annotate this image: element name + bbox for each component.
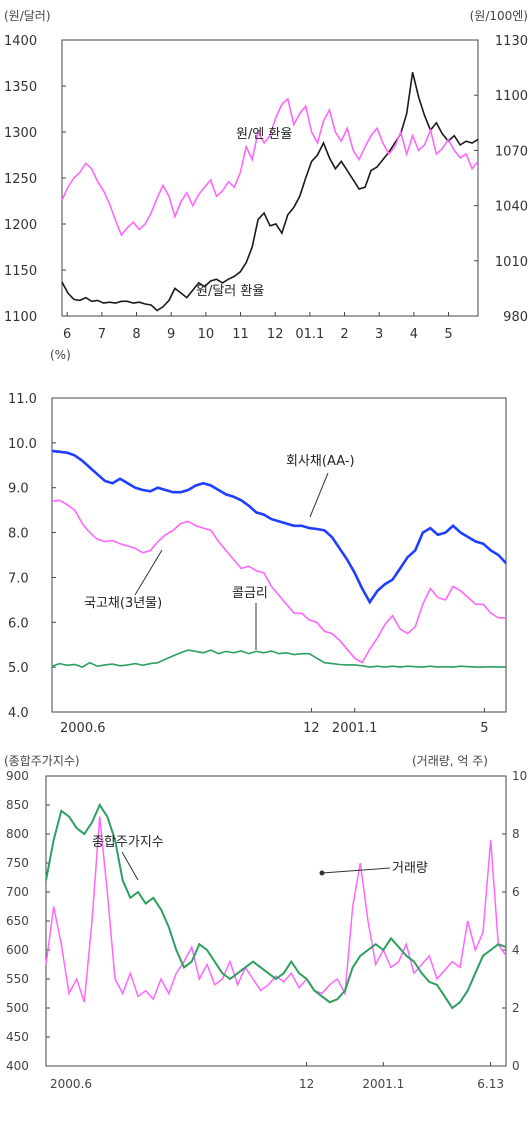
- annotation-leader-line: [309, 472, 329, 518]
- left-axis-unit: (종합주가지수): [4, 754, 80, 768]
- x-tick-label: 8: [132, 327, 140, 342]
- x-tick-label: 3: [375, 327, 383, 342]
- left-tick-label: 1150: [4, 264, 37, 279]
- left-tick-label: 700: [6, 885, 29, 899]
- chart-exchange-rates: (원/달러) (원/100엔) 1400 1350 1300 1250 1200 1150 11…: [4, 9, 528, 342]
- left-tick-label: 1350: [4, 80, 37, 95]
- right-tick-label: 1100: [495, 89, 528, 104]
- right-tick-label: 1130: [495, 34, 528, 49]
- series-line-treasury-bond: [51, 499, 506, 664]
- y-tick-label: 5.0: [8, 661, 29, 676]
- chart-stock-index-volume: (종합주가지수) (거래량, 억 주) 900 850 800 750 700 650 600 5…: [4, 754, 527, 1091]
- x-tick-label: 12: [303, 721, 320, 736]
- annotation-krw-jpy: 원/엔 환율: [236, 127, 292, 142]
- left-tick-label: 900: [6, 769, 29, 783]
- x-tick-label: 12: [299, 1077, 314, 1091]
- x-tick-label: 2001.1: [362, 1077, 404, 1091]
- left-tick-label: 450: [6, 1030, 29, 1044]
- left-tick-label: 400: [6, 1059, 29, 1073]
- y-tick-label: 7.0: [8, 571, 29, 586]
- right-tick-label: 1040: [495, 200, 528, 215]
- x-tick-label: 2000.6: [60, 721, 106, 736]
- x-tick-label: 7: [98, 327, 106, 342]
- annotation-krw-usd: 원/달러 환율: [196, 284, 264, 299]
- annotation-kospi: 종합주가지수: [92, 835, 164, 850]
- x-tick-label: 5: [444, 327, 452, 342]
- series-line-kospi: [45, 802, 507, 1010]
- y-tick-label: 8.0: [8, 527, 29, 542]
- y-tick-label: 6.0: [8, 616, 29, 631]
- left-tick-label: 1200: [4, 218, 37, 233]
- left-tick-label: 500: [6, 1001, 29, 1015]
- plot-frame: [45, 775, 507, 1067]
- y-axis-unit: (%): [50, 348, 71, 362]
- right-tick-label: 1070: [495, 144, 528, 159]
- annotation-call-rate: 콜금리: [232, 586, 268, 601]
- annotation-leader-line: [321, 867, 391, 874]
- x-tick-label: 12: [267, 327, 284, 342]
- left-tick-label: 650: [6, 914, 29, 928]
- right-axis-unit: (거래량, 억 주): [412, 754, 488, 768]
- y-tick-label: 4.0: [8, 706, 29, 721]
- annotation-corporate-bond: 회사채(AA-): [286, 454, 355, 469]
- right-tick-label: 2: [512, 1001, 520, 1015]
- left-tick-label: 1250: [4, 172, 37, 187]
- x-tick-label: 5: [480, 721, 488, 736]
- x-tick-label: 2000.6: [50, 1077, 92, 1091]
- annotation-treasury-bond: 국고채(3년물): [84, 596, 162, 611]
- left-axis-unit: (원/달러): [4, 9, 51, 23]
- left-tick-label: 850: [6, 798, 29, 812]
- annotation-marker: [319, 870, 325, 876]
- x-tick-label: 11: [232, 327, 249, 342]
- y-tick-label: 9.0: [8, 482, 29, 497]
- x-tick-label: 2: [340, 327, 348, 342]
- plot-frame: [51, 397, 507, 713]
- annotation-leader-line: [121, 851, 139, 881]
- left-tick-label: 550: [6, 972, 29, 986]
- series-line-krw-usd: [61, 72, 479, 312]
- series-line-volume: [45, 816, 507, 1003]
- left-tick-label: 1300: [4, 126, 37, 141]
- x-tick-label: 6: [63, 327, 71, 342]
- x-tick-label: 2001.1: [332, 721, 378, 736]
- left-tick-label: 1400: [4, 34, 37, 49]
- left-tick-label: 750: [6, 856, 29, 870]
- series-line-krw-jpy: [61, 97, 479, 237]
- series-line-corporate-bond: [51, 449, 507, 605]
- right-tick-label: 8: [512, 827, 520, 841]
- x-tick-label: 9: [167, 327, 175, 342]
- right-axis-unit: (원/100엔): [470, 9, 528, 23]
- right-tick-label: 1010: [495, 255, 528, 270]
- x-tick-label: 4: [410, 327, 418, 342]
- left-tick-label: 800: [6, 827, 29, 841]
- right-tick-label: 0: [512, 1059, 520, 1073]
- annotation-volume: 거래량: [392, 861, 428, 876]
- series-line-call-rate: [51, 649, 506, 668]
- y-tick-label: 11.0: [8, 392, 37, 407]
- x-tick-label: 10: [198, 327, 215, 342]
- left-tick-label: 1100: [4, 310, 37, 325]
- x-tick-label: 6.13: [477, 1077, 504, 1091]
- y-tick-label: 10.0: [8, 437, 37, 452]
- right-tick-label: 6: [512, 885, 520, 899]
- right-tick-label: 980: [503, 310, 528, 325]
- right-tick-label: 4: [512, 943, 520, 957]
- chart-interest-rates: (%) 11.0 10.0 9.0 8.0 7.0 6.0 5.0 4.0 2000.6 12 200…: [8, 348, 507, 736]
- left-tick-label: 600: [6, 943, 29, 957]
- right-tick-label: 10: [512, 769, 527, 783]
- x-tick-label: 01.1: [295, 327, 324, 342]
- annotation-leader-line: [134, 549, 163, 596]
